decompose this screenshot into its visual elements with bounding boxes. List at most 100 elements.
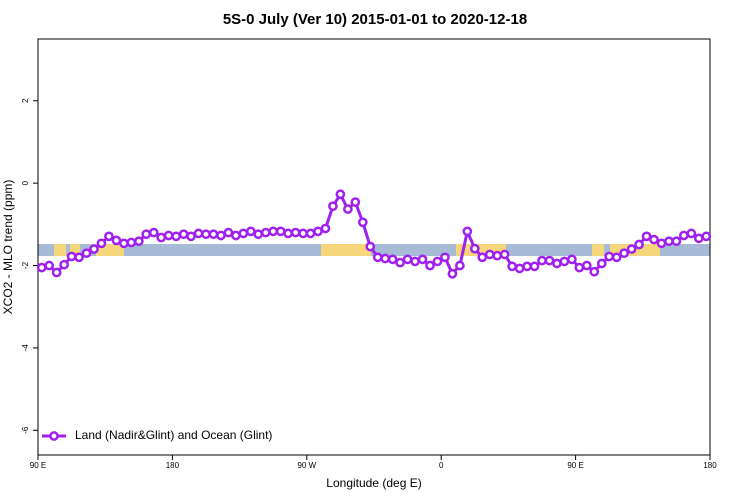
data-point (335, 189, 346, 200)
series-line (41, 191, 707, 277)
data-point (133, 236, 144, 247)
legend-marker (49, 431, 59, 441)
data-point (238, 228, 249, 239)
data-point (81, 248, 92, 259)
data-point (604, 251, 615, 262)
data-point (74, 252, 84, 263)
data-point (679, 230, 689, 241)
data-point (499, 249, 510, 260)
data-point (245, 226, 256, 237)
data-point (111, 235, 122, 246)
data-point (119, 238, 129, 249)
data-point (380, 253, 391, 264)
data-point (402, 254, 413, 265)
data-point (693, 233, 704, 244)
land-band (54, 244, 66, 256)
data-point (559, 256, 570, 267)
data-point (171, 231, 181, 242)
data-point (59, 259, 69, 270)
data-point (626, 244, 637, 254)
data-point (89, 244, 99, 254)
data-point (529, 261, 540, 272)
data-point (537, 255, 547, 266)
data-point (574, 262, 585, 273)
data-point (268, 226, 279, 237)
data-point (51, 267, 62, 278)
data-point (328, 201, 338, 212)
data-point (36, 262, 47, 273)
data-point (156, 232, 167, 243)
data-point (305, 228, 316, 239)
data-point (260, 227, 271, 238)
data-point (193, 228, 204, 239)
data-point (96, 238, 107, 249)
data-point (320, 223, 331, 234)
data-point (298, 228, 308, 239)
data-point (275, 226, 286, 237)
data-point (596, 258, 607, 269)
data-point (514, 263, 525, 274)
data-point (581, 260, 592, 271)
data-point (223, 227, 234, 238)
data-point (477, 252, 488, 263)
data-point (552, 258, 562, 269)
data-point (350, 197, 361, 207)
data-point (357, 217, 368, 228)
data-point (522, 261, 532, 272)
data-point (507, 261, 517, 272)
data-point (126, 237, 137, 248)
chart-title: 5S-0 July (Ver 10) 2015-01-01 to 2020-12… (223, 11, 527, 28)
data-point (432, 256, 443, 267)
data-point (484, 249, 495, 260)
y-tick-label: -6 (21, 426, 30, 434)
x-tick-label: 180 (703, 461, 717, 470)
data-point (141, 229, 152, 240)
data-point (104, 231, 114, 242)
data-point (148, 227, 159, 238)
x-tick-label: 180 (166, 461, 180, 470)
y-tick-label: -4 (21, 344, 30, 352)
data-point (410, 256, 420, 267)
data-point (395, 257, 405, 268)
data-point (671, 236, 682, 247)
data-point (343, 204, 353, 214)
data-point (365, 241, 376, 252)
data-point (425, 260, 435, 271)
data-point (544, 255, 555, 266)
data-point (283, 228, 293, 239)
data-point (589, 266, 600, 277)
x-axis-label: Longitude (deg E) (326, 476, 421, 490)
data-point (634, 239, 644, 250)
land-band (70, 244, 80, 256)
data-point (253, 229, 264, 240)
data-point (656, 238, 667, 249)
data-point (462, 226, 473, 237)
data-point (447, 268, 458, 279)
data-point (208, 229, 219, 240)
data-point (186, 231, 196, 242)
data-point (216, 230, 226, 241)
data-point (44, 260, 55, 271)
data-point (417, 254, 428, 265)
x-tick-label: 0 (439, 461, 444, 470)
data-point (492, 250, 503, 261)
data-point (686, 228, 697, 239)
data-point (387, 254, 398, 265)
data-point (701, 231, 712, 242)
data-point (231, 230, 241, 241)
x-tick-label: 90 E (567, 461, 583, 470)
land-band (592, 244, 604, 256)
data-point (372, 252, 383, 263)
data-point (66, 251, 77, 262)
data-point (290, 227, 301, 238)
y-tick-label: -2 (21, 261, 30, 269)
data-point (178, 229, 189, 240)
x-tick-label: 90 E (30, 461, 46, 470)
data-point (469, 243, 480, 254)
data-point (611, 252, 622, 263)
data-point (201, 229, 211, 240)
y-tick-label: 0 (21, 180, 30, 185)
data-point (641, 231, 652, 242)
data-point (567, 254, 577, 265)
